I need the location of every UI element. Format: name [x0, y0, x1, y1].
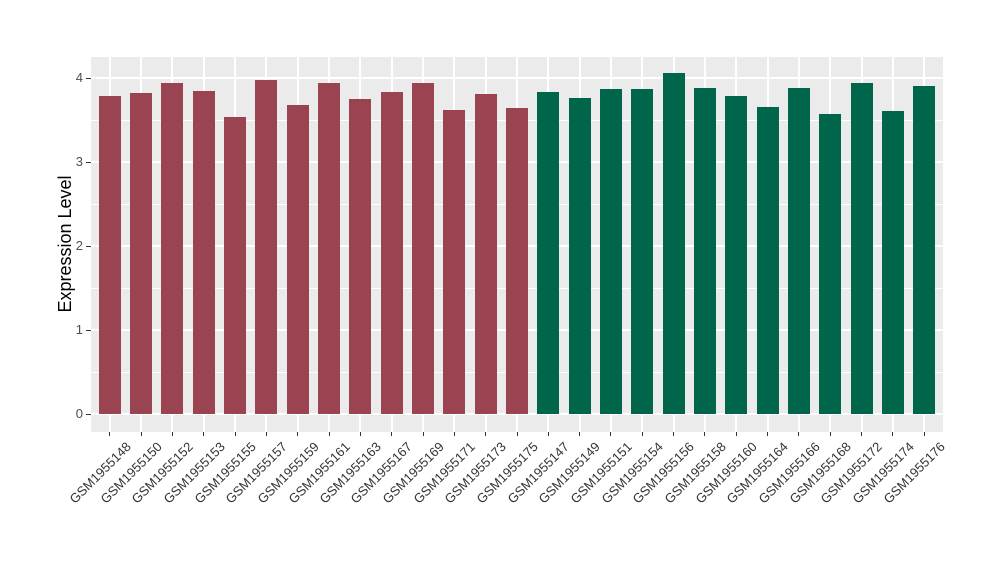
x-axis-tick [391, 432, 393, 436]
x-axis-tick [328, 432, 330, 436]
bar-GSM1955167 [380, 91, 403, 414]
x-axis-tick [359, 432, 361, 436]
x-axis-tick [641, 432, 643, 436]
y-tick-label: 0 [75, 406, 83, 421]
y-axis-tick [86, 245, 91, 247]
x-axis-tick [453, 432, 455, 436]
x-axis-tick [547, 432, 549, 436]
bar-GSM1955160 [725, 96, 748, 414]
x-axis-tick [422, 432, 424, 436]
bar-GSM1955157 [255, 80, 278, 414]
x-axis-tick [234, 432, 236, 436]
bar-GSM1955164 [756, 106, 779, 414]
bar-GSM1955149 [568, 97, 591, 414]
x-axis-tick [892, 432, 894, 436]
x-axis-tick [673, 432, 675, 436]
x-axis-tick [767, 432, 769, 436]
x-axis-tick [923, 432, 925, 436]
bar-GSM1955175 [506, 107, 528, 414]
y-axis-title: Expression Level [55, 175, 75, 313]
y-tick-label: 2 [75, 238, 83, 254]
x-axis-tick [735, 432, 737, 436]
y-tick-label: 4 [75, 70, 83, 86]
bar-GSM1955156 [662, 73, 685, 414]
bar-GSM1955151 [599, 89, 622, 414]
y-tick-label: 1 [75, 322, 83, 338]
bar-GSM1955168 [819, 113, 842, 414]
bar-GSM1955155 [224, 116, 247, 414]
x-axis-tick [861, 432, 863, 436]
plot-panel [91, 57, 943, 432]
bar-GSM1955159 [286, 105, 309, 414]
bar-GSM1955152 [161, 83, 184, 414]
bar-GSM1955153 [192, 90, 215, 414]
x-axis-tick [798, 432, 800, 436]
bar-GSM1955148 [98, 96, 121, 414]
bar-GSM1955176 [913, 85, 936, 414]
x-axis-tick [140, 432, 142, 436]
x-axis-tick [485, 432, 487, 436]
bar-GSM1955174 [881, 111, 904, 414]
bar-GSM1955150 [130, 92, 153, 414]
bar-GSM1955161 [318, 82, 341, 414]
y-axis-tick [86, 161, 91, 163]
bar-GSM1955171 [443, 110, 466, 414]
x-axis-tick [109, 432, 111, 436]
x-axis-tick [704, 432, 706, 436]
x-axis-tick [516, 432, 518, 436]
x-axis-tick [297, 432, 299, 436]
x-axis-tick [203, 432, 205, 436]
bar-GSM1955166 [787, 87, 810, 414]
bar-GSM1955158 [693, 88, 716, 414]
x-axis-tick [610, 432, 612, 436]
bar-GSM1955147 [537, 91, 560, 414]
x-axis-tick [171, 432, 173, 436]
bar-GSM1955173 [474, 94, 497, 414]
y-axis-tick [86, 413, 91, 415]
y-tick-label: 3 [75, 154, 83, 170]
y-axis-tick [86, 77, 91, 79]
bar-GSM1955163 [349, 98, 372, 414]
y-axis-tick [86, 329, 91, 331]
x-axis-tick [265, 432, 267, 436]
x-axis-tick [829, 432, 831, 436]
bar-GSM1955154 [631, 89, 654, 414]
x-axis-tick [579, 432, 581, 436]
bar-GSM1955169 [412, 82, 435, 414]
bar-GSM1955172 [850, 83, 873, 414]
